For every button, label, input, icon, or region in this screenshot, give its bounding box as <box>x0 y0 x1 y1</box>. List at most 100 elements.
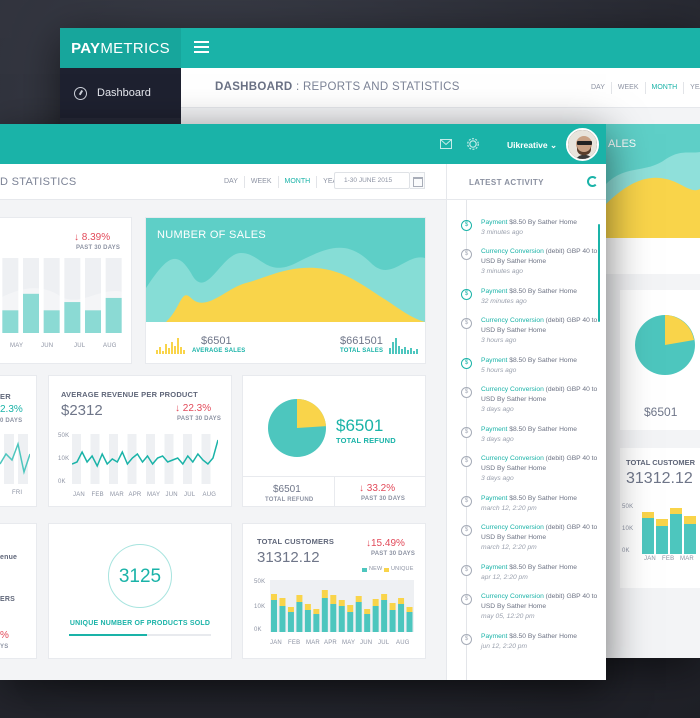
bar <box>64 302 81 333</box>
period-day[interactable]: DAY <box>224 178 238 185</box>
month-label: APR <box>324 640 337 646</box>
dollar-icon: $ <box>461 358 472 369</box>
period-year[interactable]: YEAR <box>683 82 700 94</box>
axis-label: 50K <box>622 504 634 510</box>
activity-time: 3 hours ago <box>481 337 517 344</box>
grid-column <box>201 434 211 484</box>
avatar[interactable] <box>566 128 599 161</box>
activity-text: Payment $8.50 By Sather Home 5 hours ago <box>481 356 601 376</box>
period-month[interactable]: MONTH <box>277 176 317 188</box>
activity-detail: (debit) GBP 40 to USD By Sather Home <box>481 593 598 610</box>
dollar-icon: $ <box>461 456 472 467</box>
dollar-icon: $ <box>461 289 472 300</box>
bar-unique <box>347 605 354 612</box>
customers-percent: ↓15.49% <box>366 538 405 549</box>
period-week[interactable]: WEEK <box>243 176 278 188</box>
partial-card: ER 2.3% 0 DAYS FRI <box>0 376 36 506</box>
period-month[interactable]: MONTH <box>644 82 684 94</box>
month-label: AUG <box>396 640 410 646</box>
partial-card-2: enue ERS % YS <box>0 524 36 658</box>
grid-column <box>90 434 100 484</box>
past-label: PAST 30 DAYS <box>76 245 121 251</box>
activity-text: Currency Conversion (debit) GBP 40 to US… <box>481 385 601 415</box>
bar-unique <box>406 607 413 612</box>
avg-revenue-line-chart <box>72 434 218 484</box>
back-period-selector: DAY WEEK MONTH YEAR <box>585 82 700 94</box>
avg-sales-sparkbars <box>156 338 185 354</box>
dollar-icon: $ <box>461 594 472 605</box>
period-week[interactable]: WEEK <box>610 82 645 94</box>
gauge-icon <box>74 86 87 100</box>
gear-icon[interactable] <box>467 138 479 150</box>
back-pie-chart <box>635 315 695 375</box>
total-sales-sparkbars <box>389 338 418 354</box>
activity-time: apr 12, 2:20 pm <box>481 574 528 581</box>
dollar-icon: $ <box>461 634 472 645</box>
activity-text: Payment $8.50 By Sather Home 3 days ago <box>481 425 601 445</box>
month-label: JUL <box>74 343 86 349</box>
activity-kind: Currency Conversion <box>481 317 544 324</box>
month-label: MAR <box>680 556 694 562</box>
grid-column <box>146 434 155 484</box>
bar-unique <box>398 598 405 604</box>
month-label: JAN <box>644 556 656 562</box>
past-label: PAST 30 DAYS <box>371 551 416 557</box>
card-label: enue <box>0 554 18 561</box>
dollar-icon: $ <box>461 427 472 438</box>
axis-label: 10K <box>254 604 266 610</box>
activity-time: 3 days ago <box>481 436 514 443</box>
legend-swatch-new <box>362 568 367 572</box>
bar-new <box>330 604 337 632</box>
avg-revenue-percent: ↓ 22.3% <box>175 403 212 414</box>
sidebar-item-dashboard[interactable]: Dashboard <box>60 68 181 118</box>
refresh-icon[interactable] <box>587 176 598 187</box>
legend-unique: UNIQUE <box>391 566 414 572</box>
date-range-input[interactable]: 1-30 JUNE 2015 <box>334 172 410 189</box>
grid-column <box>183 434 192 484</box>
customers-title: TOTAL CUSTOMERS <box>257 537 335 546</box>
activity-detail: (debit) GBP 40 to USD By Sather Home <box>481 248 598 265</box>
dollar-icon: $ <box>461 565 472 576</box>
unique-label: UNIQUE NUMBER OF PRODUCTS SOLD <box>69 620 211 627</box>
month-label: JUN <box>165 492 178 498</box>
activity-time: march 12, 2:20 pm <box>481 505 537 512</box>
period-year[interactable]: YEAR <box>316 176 348 188</box>
bar-unique <box>321 590 328 598</box>
period-day[interactable]: DAY <box>591 84 605 91</box>
back-customers-card: TOTAL CUSTOMER 31312.12 50K 10K 0K JAN F… <box>620 448 700 588</box>
bar-new <box>381 600 388 632</box>
activity-kind: Payment <box>481 426 508 433</box>
dollar-icon: $ <box>461 220 472 231</box>
bar-unique <box>364 609 371 614</box>
bar-new <box>355 602 362 632</box>
activity-detail: $8.50 By Sather Home <box>507 219 577 226</box>
card-past: YS <box>0 644 9 650</box>
activity-time: 32 minutes ago <box>481 298 527 305</box>
refund-pie-chart <box>268 399 326 457</box>
avatar-image <box>568 130 597 159</box>
month-label: APR <box>128 492 142 498</box>
card-percent: 2.3% <box>0 404 23 415</box>
back-customers-value: 31312.12 <box>626 470 693 487</box>
activity-scrollbar[interactable] <box>598 224 600 322</box>
activity-kind: Payment <box>481 219 508 226</box>
calendar-icon[interactable] <box>410 172 425 189</box>
growth-bar-chart <box>0 258 124 333</box>
bar-unique <box>287 607 294 612</box>
user-menu[interactable]: Uikreative ⌄ <box>507 140 557 151</box>
activity-kind: Payment <box>481 564 508 571</box>
activity-detail: $8.50 By Sather Home <box>507 633 577 640</box>
bar-new <box>304 610 311 632</box>
activity-time: 3 minutes ago <box>481 268 524 275</box>
bar-new <box>406 612 413 632</box>
dollar-icon: $ <box>461 318 472 329</box>
bar <box>43 310 60 333</box>
menu-toggle-icon[interactable] <box>194 41 209 56</box>
mail-icon[interactable] <box>440 139 452 149</box>
activity-panel: LATEST ACTIVITY $ Payment $8.50 By Sather… <box>446 164 606 680</box>
activity-text: Currency Conversion (debit) GBP 40 to US… <box>481 316 601 346</box>
bar-new <box>372 606 379 632</box>
month-label: MAY <box>342 640 356 646</box>
chevron-down-icon: ⌄ <box>550 140 558 150</box>
customers-value: 31312.12 <box>257 549 320 566</box>
